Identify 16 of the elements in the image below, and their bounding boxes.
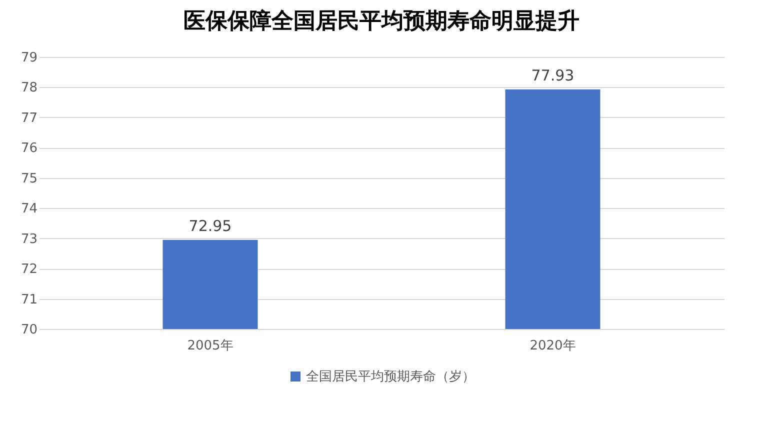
- y-tick-label: 71: [20, 292, 38, 308]
- y-tick-label: 78: [20, 80, 38, 96]
- y-tick-label: 77: [20, 110, 38, 126]
- x-tick-label: 2005年: [187, 338, 234, 354]
- y-tick-label: 76: [20, 141, 38, 156]
- y-tick-label: 74: [20, 202, 38, 217]
- x-tick-label: 2020年: [530, 338, 576, 354]
- y-tick-label: 73: [20, 232, 38, 247]
- chart-title: 医保保障全国居民平均预期寿命明显提升: [184, 8, 580, 34]
- y-tick-label: 75: [20, 171, 38, 186]
- y-tick-label: 79: [20, 50, 38, 66]
- data-label: 72.95: [188, 216, 232, 235]
- y-tick-label: 70: [20, 322, 38, 338]
- y-tick-label: 72: [20, 262, 38, 278]
- data-label: 77.93: [531, 66, 574, 84]
- legend-label: 全国居民平均预期寿命（岁）: [306, 370, 475, 384]
